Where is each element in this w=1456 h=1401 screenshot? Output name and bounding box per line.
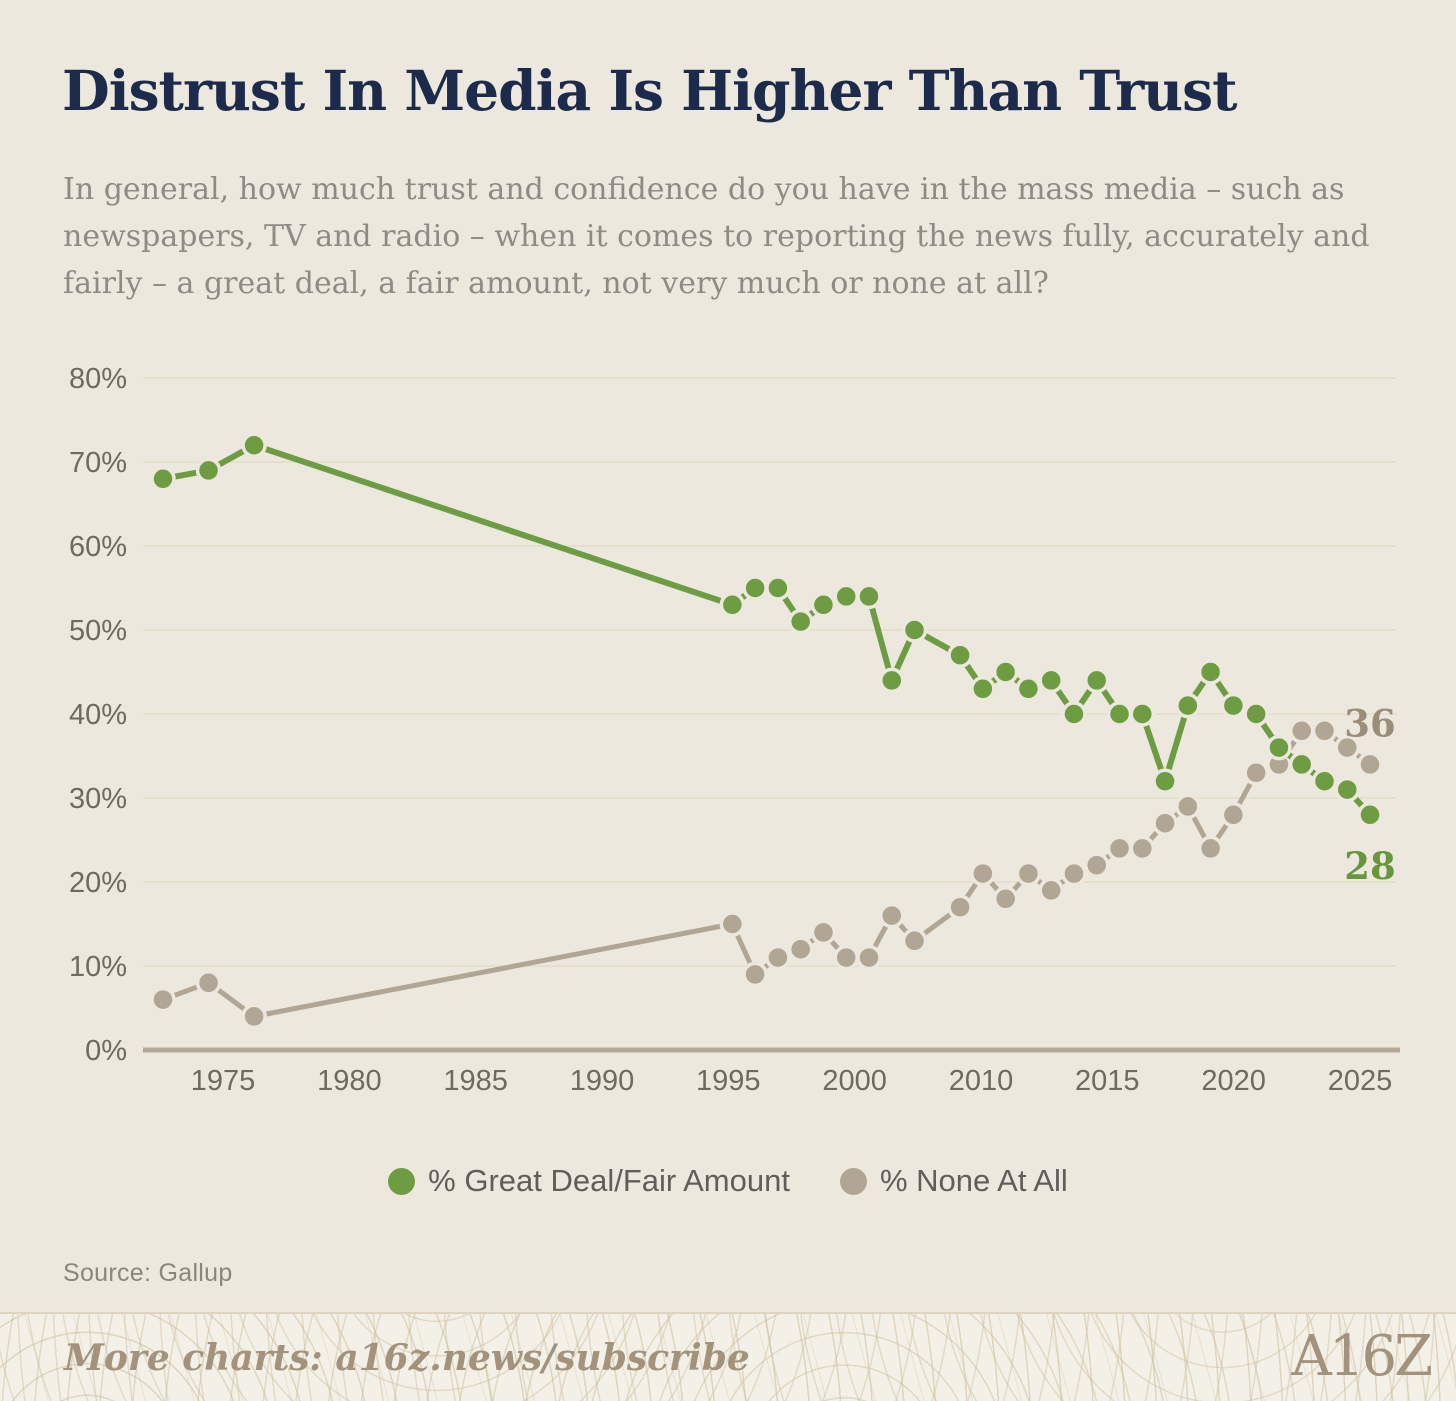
x-axis-labels: 1975 1980 1985 1990 1995 2000 2010 2015 2020 2025	[191, 1065, 1392, 1097]
svg-text:2020: 2020	[1201, 1065, 1266, 1097]
legend-item-none: % None At All	[839, 1163, 1068, 1199]
series-great-deal-fair-amount	[150, 432, 1383, 828]
svg-text:40%: 40%	[69, 699, 127, 731]
end-label-trust: 28	[1344, 844, 1396, 888]
svg-text:60%: 60%	[69, 531, 127, 563]
source-credit: Source: Gallup	[63, 1259, 233, 1287]
svg-text:1995: 1995	[696, 1065, 761, 1097]
subtitle-line-3: fairly – a great deal, a fair amount, no…	[63, 266, 1049, 301]
svg-text:1980: 1980	[317, 1065, 382, 1097]
footer-band: More charts: a16z.news/subscribe A16Z	[0, 1312, 1456, 1401]
end-label-none: 36	[1344, 701, 1396, 745]
svg-text:10%: 10%	[69, 951, 127, 983]
svg-text:2025: 2025	[1328, 1065, 1393, 1097]
svg-text:2015: 2015	[1075, 1065, 1140, 1097]
series-none-at-all	[150, 718, 1383, 1030]
svg-text:2010: 2010	[949, 1065, 1014, 1097]
legend-none-dot-icon	[839, 1167, 867, 1195]
y-axis-labels: 0% 10% 20% 30% 40% 50% 60% 70% 80%	[69, 363, 127, 1067]
svg-text:2000: 2000	[822, 1065, 887, 1097]
legend-trust-label: % Great Deal/Fair Amount	[428, 1163, 790, 1198]
chart-title: Distrust In Media Is Higher Than Trust	[62, 58, 1238, 123]
svg-text:50%: 50%	[69, 615, 127, 647]
svg-text:1975: 1975	[191, 1065, 256, 1097]
svg-text:30%: 30%	[69, 783, 127, 815]
svg-text:20%: 20%	[69, 867, 127, 899]
subtitle-line-2: newspapers, TV and radio – when it comes…	[63, 219, 1370, 254]
chart-legend: % Great Deal/Fair Amount % None At All	[0, 1163, 1456, 1199]
legend-none-label: % None At All	[879, 1163, 1068, 1198]
legend-item-trust: % Great Deal/Fair Amount	[388, 1163, 790, 1199]
svg-text:1985: 1985	[443, 1065, 508, 1097]
a16z-logo: A16Z	[1291, 1323, 1433, 1389]
chart-subtitle: In general, how much trust and confidenc…	[63, 166, 1370, 307]
subscribe-promo: More charts: a16z.news/subscribe	[64, 1336, 750, 1379]
gridlines	[143, 377, 1397, 967]
svg-text:1990: 1990	[570, 1065, 635, 1097]
svg-text:70%: 70%	[69, 447, 127, 479]
legend-trust-dot-icon	[388, 1167, 416, 1195]
svg-text:0%: 0%	[85, 1035, 127, 1067]
subtitle-line-1: In general, how much trust and confidenc…	[63, 172, 1345, 207]
svg-text:80%: 80%	[69, 363, 127, 395]
